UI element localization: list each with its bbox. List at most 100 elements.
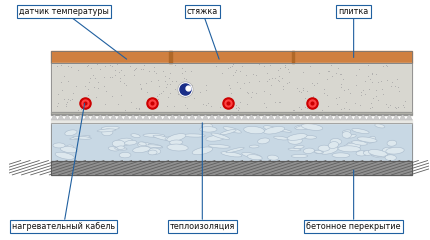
Point [109, 94, 116, 98]
Point [289, 108, 296, 112]
Ellipse shape [338, 146, 361, 152]
Point [362, 79, 369, 83]
Point [68, 97, 75, 101]
Point [374, 80, 381, 84]
Point [324, 69, 331, 73]
Point [342, 100, 349, 104]
Ellipse shape [97, 129, 116, 132]
Bar [51, 161, 412, 175]
Point [227, 91, 234, 95]
Point [153, 102, 160, 106]
Point [395, 105, 402, 108]
Point [310, 83, 317, 87]
Point [190, 96, 197, 100]
Point [392, 84, 399, 88]
Point [335, 95, 342, 99]
Point [263, 105, 270, 109]
Point [387, 103, 394, 107]
Ellipse shape [357, 137, 377, 142]
Polygon shape [255, 114, 261, 120]
Point [401, 99, 408, 102]
Point [246, 80, 252, 84]
Point [162, 74, 169, 78]
Ellipse shape [206, 135, 225, 141]
Point [267, 63, 274, 66]
Point [141, 63, 147, 66]
Point [372, 72, 379, 76]
Ellipse shape [112, 140, 125, 147]
Point [117, 76, 123, 80]
Point [92, 76, 98, 80]
Point [178, 71, 185, 74]
Point [131, 68, 138, 72]
Point [232, 103, 239, 107]
Bar [51, 123, 412, 161]
Polygon shape [366, 114, 373, 120]
Point [392, 105, 399, 108]
Point [59, 88, 66, 92]
Point [138, 87, 145, 90]
Polygon shape [196, 114, 202, 120]
Ellipse shape [192, 147, 212, 155]
Point [337, 72, 344, 76]
Point [308, 81, 315, 85]
Point [298, 107, 304, 111]
Ellipse shape [332, 153, 350, 158]
Point [281, 63, 288, 66]
Point [181, 69, 188, 73]
Ellipse shape [143, 134, 165, 137]
Point [281, 66, 288, 69]
Ellipse shape [342, 130, 351, 133]
Polygon shape [393, 114, 399, 120]
Ellipse shape [70, 136, 90, 139]
Ellipse shape [183, 134, 205, 137]
Ellipse shape [342, 132, 351, 138]
Point [280, 88, 286, 91]
Point [128, 101, 135, 104]
Polygon shape [104, 114, 110, 120]
Ellipse shape [264, 126, 278, 131]
Point [226, 65, 233, 69]
Ellipse shape [330, 138, 341, 145]
Text: стяжка: стяжка [187, 7, 219, 59]
Point [231, 70, 238, 74]
Ellipse shape [343, 143, 361, 151]
Point [167, 91, 174, 95]
Ellipse shape [211, 133, 230, 139]
Polygon shape [274, 114, 281, 120]
Point [122, 108, 129, 112]
Point [261, 89, 268, 93]
Ellipse shape [363, 151, 372, 155]
Ellipse shape [367, 136, 376, 143]
Point [61, 74, 68, 78]
Point [143, 90, 150, 94]
Ellipse shape [167, 144, 188, 151]
Ellipse shape [146, 145, 162, 148]
Point [75, 108, 82, 112]
Polygon shape [77, 114, 84, 120]
Ellipse shape [65, 130, 77, 136]
Ellipse shape [108, 147, 119, 151]
Ellipse shape [296, 125, 314, 130]
Ellipse shape [223, 127, 241, 133]
Point [347, 91, 353, 95]
Ellipse shape [319, 146, 338, 154]
Ellipse shape [209, 144, 230, 148]
Polygon shape [84, 114, 90, 120]
Text: плитка: плитка [338, 7, 369, 58]
Point [286, 70, 293, 74]
Point [145, 70, 152, 73]
Point [155, 78, 162, 82]
Polygon shape [176, 114, 182, 120]
Point [172, 87, 178, 91]
Point [182, 77, 189, 81]
Point [118, 93, 125, 97]
Point [282, 65, 289, 69]
Point [83, 64, 90, 68]
Point [163, 85, 169, 89]
Ellipse shape [167, 134, 186, 142]
Point [337, 107, 344, 110]
Point [284, 81, 291, 85]
Ellipse shape [303, 148, 314, 154]
Point [233, 107, 240, 110]
